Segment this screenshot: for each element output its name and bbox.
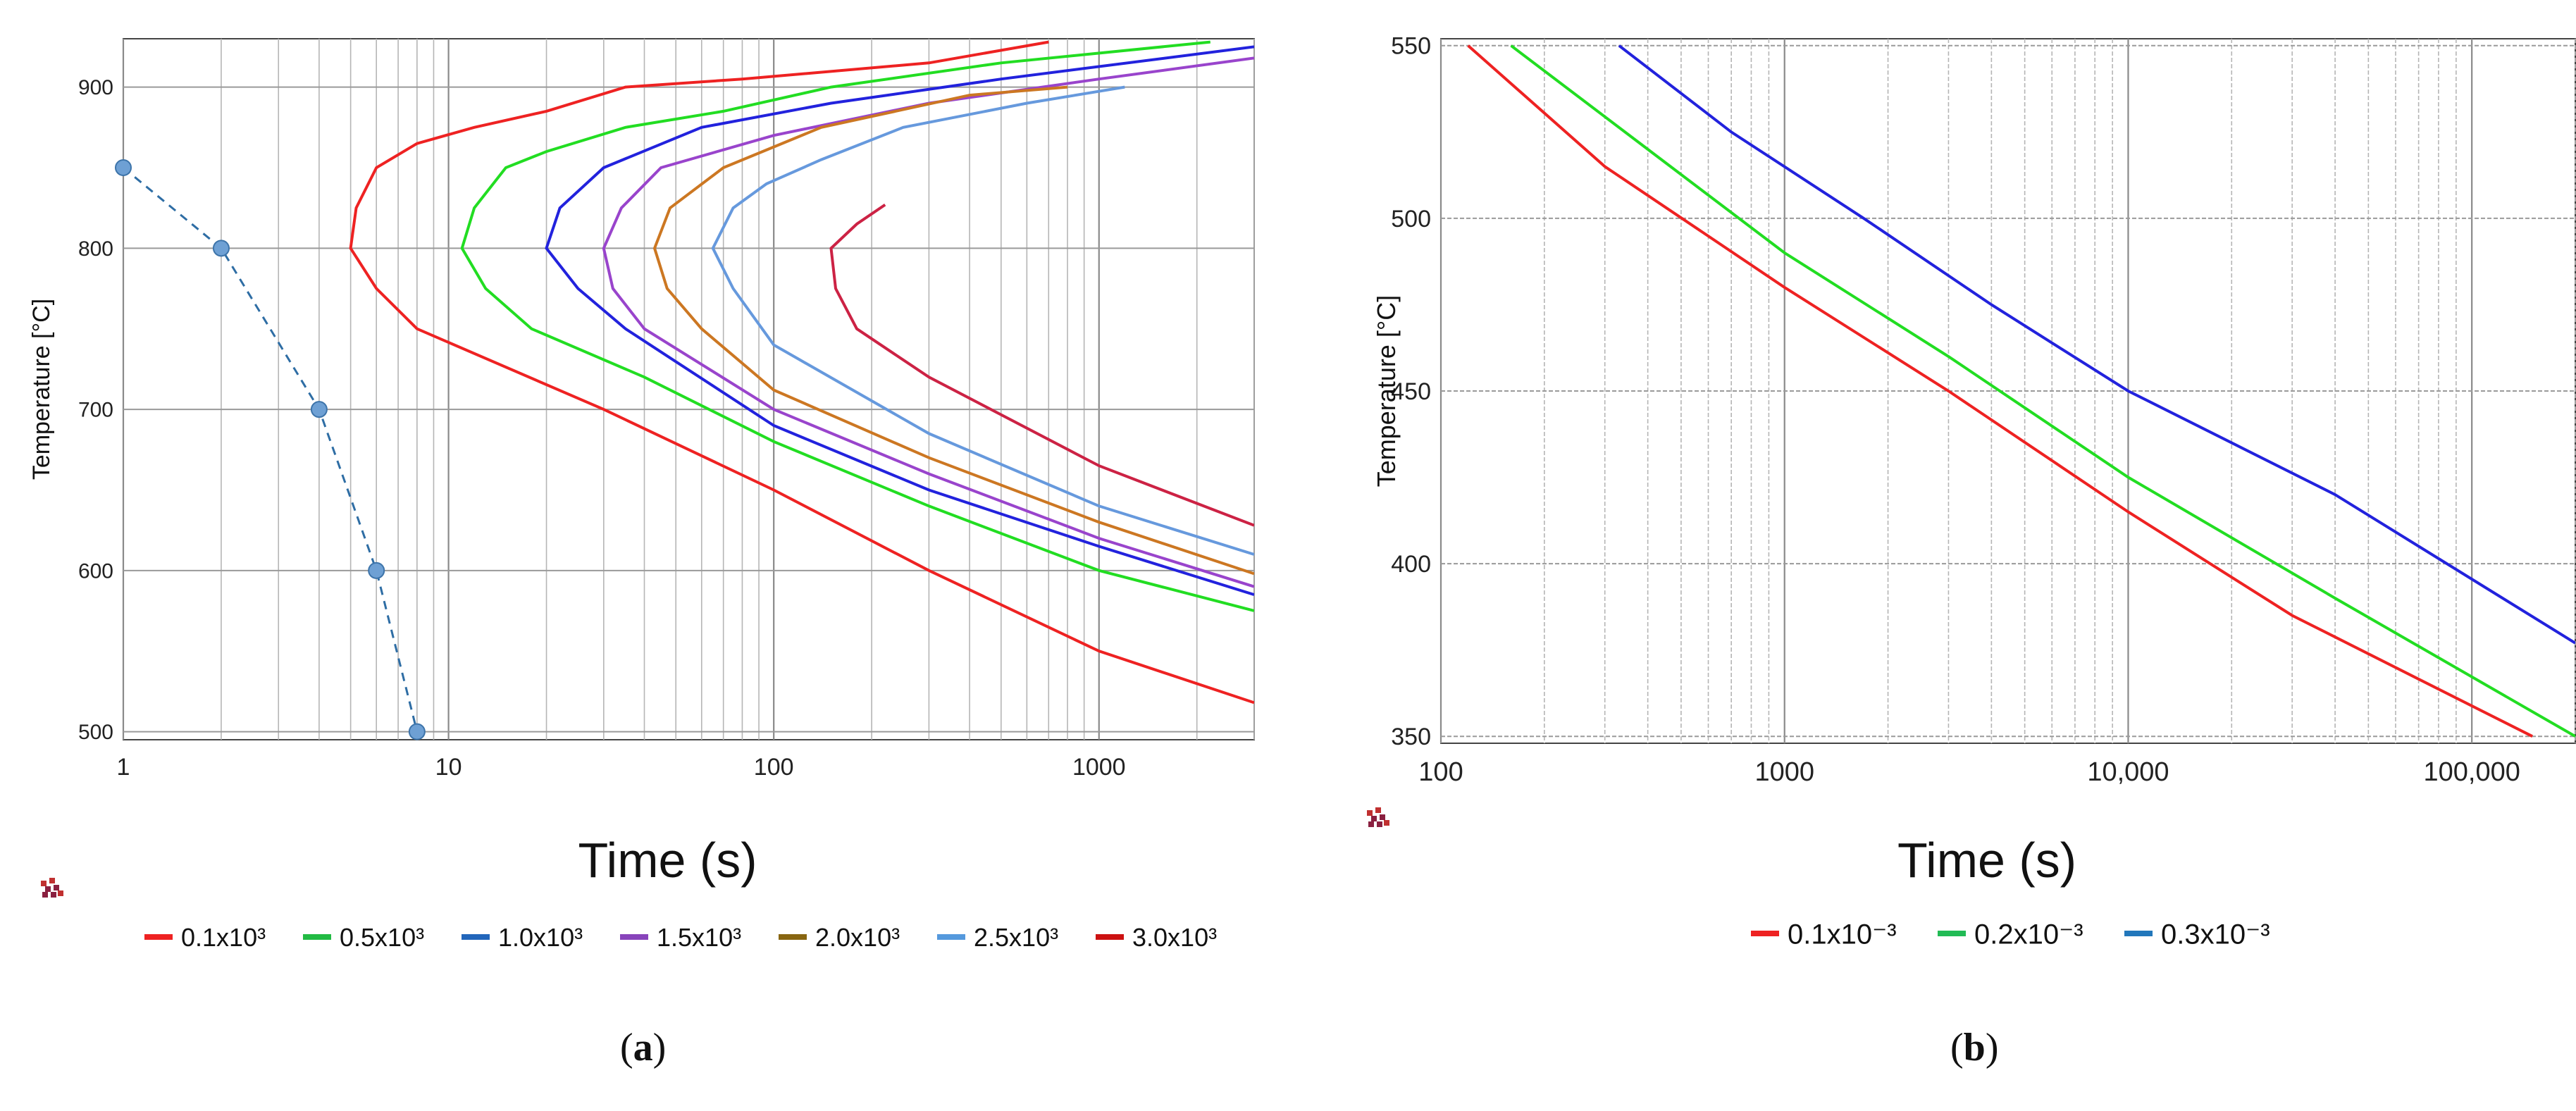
chart-logo-icon bbox=[41, 878, 63, 898]
cooling-curve-point bbox=[368, 561, 385, 579]
logo-dot bbox=[42, 892, 48, 898]
panel-label-b-letter: b bbox=[1963, 1026, 1986, 1069]
cooling-curve-point bbox=[310, 401, 328, 418]
legend-label: 0.5x10³ bbox=[340, 923, 424, 952]
legend-label: 2.0x10³ bbox=[815, 923, 900, 952]
panel-label-a: (a) bbox=[620, 1025, 666, 1070]
y-tick-label: 500 bbox=[78, 721, 113, 744]
x-tick-label: 10 bbox=[435, 754, 462, 781]
logo-dot bbox=[1380, 814, 1385, 820]
panel-b: 350 400 450 500 550 100 1000 10,000 100,000 Time … bbox=[1339, 0, 2576, 1111]
y-tick-label: 800 bbox=[78, 237, 113, 261]
panel-label-b: (b) bbox=[1950, 1025, 1998, 1070]
y-axis-title: Temperature [°C] bbox=[28, 299, 55, 480]
legend-label: 0.1x10⁻³ bbox=[1788, 919, 1897, 950]
x-tick-label: 1000 bbox=[1072, 754, 1126, 781]
cooling-curve-point bbox=[212, 240, 230, 257]
x-tick-label: 1000 bbox=[1754, 757, 1814, 787]
x-tick-label: 100 bbox=[754, 754, 794, 781]
x-tick-label: 100,000 bbox=[2423, 757, 2520, 787]
y-tick-label: 600 bbox=[78, 559, 113, 583]
series-line-3 bbox=[545, 45, 1254, 597]
grid-b bbox=[1439, 39, 2576, 743]
legend-label: 0.1x10³ bbox=[181, 923, 266, 952]
x-axis-title: Time (s) bbox=[578, 833, 757, 888]
logo-dot bbox=[54, 885, 59, 890]
logo-dot bbox=[49, 878, 55, 883]
x-tick-label: 100 bbox=[1418, 757, 1463, 787]
logo-dot bbox=[51, 892, 56, 898]
plot-area-a bbox=[123, 38, 1255, 740]
panel-label-a-open: ( bbox=[620, 1026, 633, 1069]
y-tick-label: 900 bbox=[78, 76, 113, 99]
series-line-7 bbox=[829, 203, 1254, 527]
chart-logo-icon bbox=[1367, 807, 1389, 827]
logo-dot bbox=[1368, 821, 1374, 827]
x-tick-label: 10,000 bbox=[2087, 757, 2169, 787]
y-axis-title: Temperature [°C] bbox=[1372, 295, 1401, 488]
series-line-1 bbox=[1467, 44, 2533, 738]
logo-dot bbox=[1375, 807, 1381, 813]
legend-a: 0.1x10³ 0.5x10³ 1.0x10³ 1.5x10³ 2.0x10³ 2.5x1… bbox=[144, 923, 1217, 952]
legend-b: 0.1x10⁻³ 0.2x10⁻³ 0.3x10⁻³ bbox=[1751, 919, 2270, 950]
y-tick-label: 450 bbox=[1391, 378, 1431, 405]
legend-label: 2.5x10³ bbox=[974, 923, 1058, 952]
series-line-5 bbox=[652, 85, 1254, 576]
panel-label-a-letter: a bbox=[633, 1026, 653, 1069]
y-tick-label: 350 bbox=[1391, 724, 1431, 750]
logo-dot bbox=[1367, 810, 1373, 816]
y-tick-label: 700 bbox=[78, 399, 113, 422]
logo-dot bbox=[58, 890, 63, 896]
chart-b: 350 400 450 500 550 100 1000 10,000 100,000 Time … bbox=[1367, 33, 2576, 950]
panel-label-b-close: ) bbox=[1985, 1026, 1999, 1069]
legend-label: 0.3x10⁻³ bbox=[2161, 919, 2270, 950]
logo-dot bbox=[1384, 820, 1389, 826]
series-line-6 bbox=[711, 85, 1254, 556]
cooling-curve-point bbox=[115, 159, 132, 176]
series-line-2 bbox=[460, 40, 1254, 612]
legend-label: 1.0x10³ bbox=[498, 923, 583, 952]
legend-label: 0.2x10⁻³ bbox=[1974, 919, 2083, 950]
logo-dot bbox=[1377, 821, 1382, 827]
series-line-1 bbox=[349, 40, 1254, 705]
series-line-3 bbox=[1618, 44, 2575, 645]
logo-dot bbox=[1371, 816, 1377, 821]
panel-a: 500 600 700 800 900 1 10 100 1000 Time (s) Tempera… bbox=[0, 0, 1268, 1111]
y-tick-label: 550 bbox=[1391, 33, 1431, 60]
series-group-b bbox=[1467, 44, 2575, 738]
series-line-2 bbox=[1510, 44, 2575, 738]
cooling-curve-point bbox=[408, 723, 426, 740]
chart-a: 500 600 700 800 900 1 10 100 1000 Time (s) Tempera… bbox=[28, 38, 1255, 952]
legend-label: 3.0x10³ bbox=[1132, 923, 1217, 952]
y-tick-label: 500 bbox=[1391, 206, 1431, 232]
x-tick-label: 1 bbox=[117, 754, 130, 781]
panel-label-b-open: ( bbox=[1950, 1026, 1964, 1069]
legend-label: 1.5x10³ bbox=[657, 923, 741, 952]
x-axis-title: Time (s) bbox=[1897, 833, 2076, 888]
logo-dot bbox=[41, 881, 47, 886]
logo-dot bbox=[45, 886, 51, 892]
series-group-a bbox=[349, 40, 1254, 705]
panel-label-a-close: ) bbox=[652, 1026, 667, 1069]
y-tick-label: 400 bbox=[1391, 551, 1431, 578]
